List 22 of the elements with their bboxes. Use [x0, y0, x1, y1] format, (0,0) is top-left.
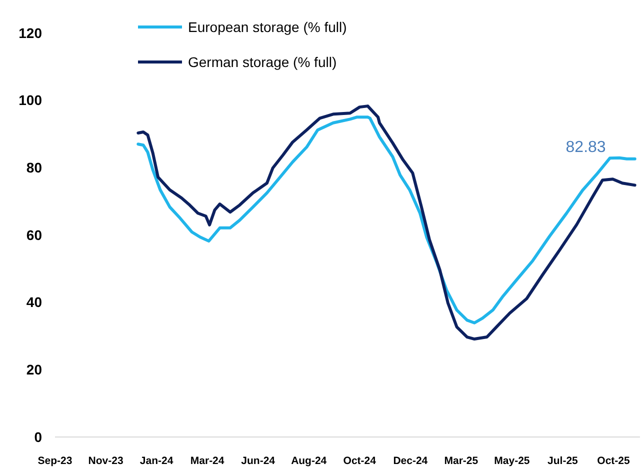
legend-label: German storage (% full) [188, 54, 337, 70]
x-tick-label: Sep-23 [38, 455, 72, 467]
x-tick-label: Dec-24 [393, 455, 428, 467]
x-tick-label: Jan-24 [140, 455, 174, 467]
y-tick-label: 40 [26, 294, 42, 310]
y-tick-label: 20 [26, 362, 42, 378]
x-tick-label: Jun-24 [241, 455, 276, 467]
y-tick-label: 0 [34, 428, 42, 445]
y-tick-label: 100 [18, 92, 42, 108]
y-tick-label: 120 [18, 24, 42, 41]
x-tick-label: Oct-25 [597, 455, 630, 467]
x-tick-label: Nov-23 [88, 455, 124, 467]
x-tick-label: Oct-24 [343, 455, 376, 467]
x-tick-label: Mar-24 [190, 455, 224, 467]
x-tick-label: Jul-25 [548, 455, 578, 467]
annotation: 82.83 [566, 139, 606, 156]
x-tick-label: Aug-24 [291, 455, 327, 467]
y-tick-label: 60 [26, 226, 42, 243]
y-tick-label: 80 [26, 160, 42, 176]
x-tick-label: Mar-25 [444, 455, 478, 467]
x-tick-label: May-25 [494, 455, 530, 467]
legend-label: European storage (% full) [188, 18, 347, 35]
